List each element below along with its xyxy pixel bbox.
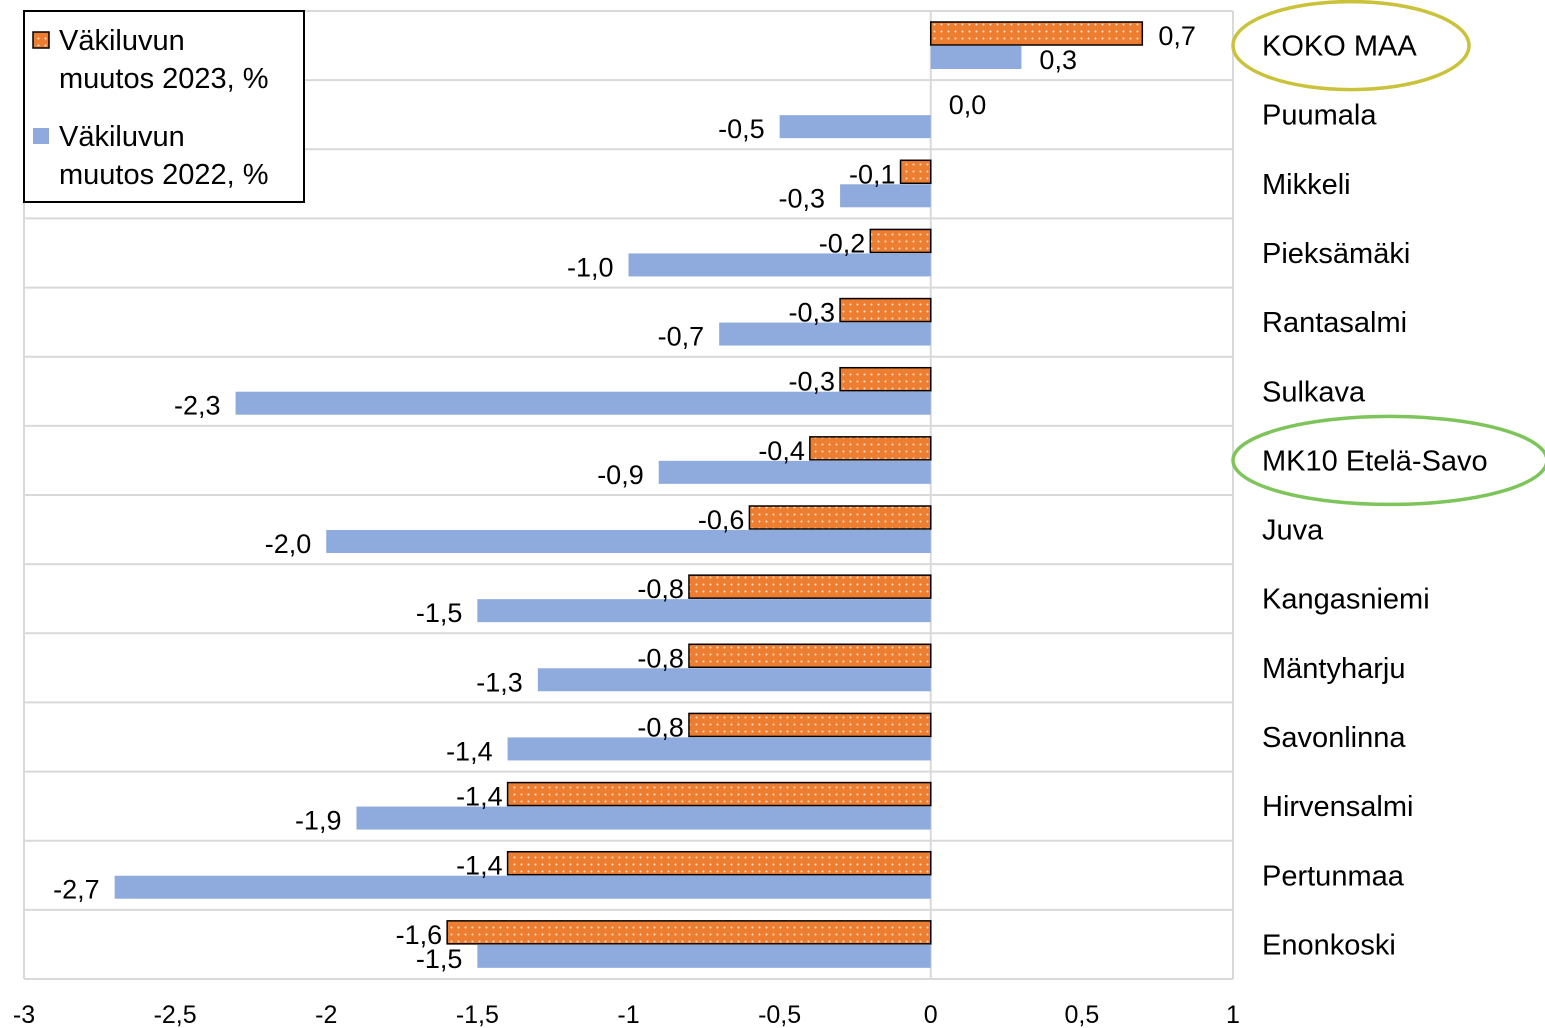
data-label-2022: -1,5 [416, 944, 463, 974]
bar-2022 [930, 46, 1022, 69]
x-tick-label: -0,5 [758, 1001, 801, 1028]
legend-swatch-2022 [33, 128, 49, 144]
legend: Väkiluvun muutos 2023, % Väkiluvun muuto… [23, 10, 305, 203]
bar-2023 [506, 850, 932, 876]
bar-2023 [446, 920, 932, 945]
legend-label-2023-line2: muutos 2023, % [59, 63, 269, 95]
x-tick-label: -3 [13, 1001, 35, 1028]
data-label-2023: -0,8 [637, 712, 684, 742]
x-tick-label: -2,5 [154, 1001, 197, 1028]
bar-2023 [688, 643, 932, 669]
bar-2023 [839, 297, 932, 323]
bar-2022 [507, 737, 931, 761]
bar-2023 [688, 712, 932, 738]
data-label-2022: -0,9 [597, 460, 644, 490]
category-label: Juva [1262, 515, 1324, 547]
data-label-2023: -0,8 [637, 643, 684, 673]
data-label-2023: 0,7 [1158, 21, 1196, 51]
data-labels: 0,7 0,3 0,0 -0,5 -0,1 -0,3 -0,2 -1,0 -0,3 -0,7 -0,… [53, 21, 1196, 974]
data-label-2022: -1,3 [476, 667, 523, 697]
bar-2022 [779, 115, 931, 139]
category-label: Rantasalmi [1262, 307, 1407, 339]
data-label-2023: -0,1 [849, 159, 896, 189]
data-label-2023: -0,6 [698, 505, 745, 535]
data-label-2022: -1,9 [295, 806, 342, 836]
legend-label-2022-line1: Väkiluvun [59, 121, 185, 153]
bar-2022 [658, 460, 931, 484]
bar-2022 [356, 806, 931, 830]
bar-2022 [719, 322, 931, 346]
bar-2023 [809, 436, 932, 461]
data-label-2023: -0,4 [758, 436, 805, 466]
bar-2023 [869, 228, 932, 254]
legend-label-2022-line2: muutos 2022, % [59, 159, 269, 191]
bar-2023 [839, 366, 932, 392]
x-tick-label: -2 [315, 1001, 337, 1028]
bars [114, 21, 1144, 968]
highlights [1231, 0, 1545, 507]
data-label-2022: -2,0 [265, 529, 312, 559]
data-label-2023: -0,3 [789, 298, 836, 328]
data-label-2022: -1,5 [416, 598, 463, 628]
bar-2022 [840, 184, 931, 208]
bar-2023 [748, 505, 932, 530]
category-labels: KOKO MAA Puumala Mikkeli Pieksämäki Rantasal… [1262, 31, 1488, 962]
x-tick-label: 0 [924, 1001, 938, 1028]
data-label-2023: -0,8 [637, 574, 684, 604]
data-label-2023: -0,2 [819, 228, 866, 258]
bar-2022 [326, 530, 931, 553]
data-label-2023: -0,3 [789, 367, 836, 397]
data-label-2022: 0,3 [1039, 45, 1077, 75]
x-tick-label: -1,5 [456, 1001, 499, 1028]
legend-swatch-2023 [32, 31, 50, 49]
category-label: Enonkoski [1262, 929, 1396, 961]
x-tick-label: 1 [1226, 1001, 1240, 1028]
data-label-2022: -2,3 [174, 391, 221, 421]
x-tick-label: 0,5 [1064, 1001, 1099, 1028]
data-label-2022: -1,4 [446, 736, 493, 766]
highlight-ellipse [1231, 414, 1545, 507]
bar-2023 [899, 159, 932, 185]
bar-2023 [930, 21, 1144, 46]
grid [23, 10, 1234, 980]
bar-2023 [688, 574, 932, 599]
data-label-2022: -0,5 [718, 114, 765, 144]
bar-2022 [628, 253, 931, 277]
data-label-2022: -2,7 [53, 875, 100, 905]
bar-2022 [477, 599, 931, 623]
category-label: Pertunmaa [1262, 860, 1405, 892]
category-label: Sulkava [1262, 376, 1366, 408]
x-axis: -3 -2,5 -2 -1,5 -1 -0,5 0 0,5 1 [13, 1001, 1240, 1028]
data-label-2022: -1,0 [567, 252, 614, 282]
legend-box [23, 10, 305, 203]
category-label: MK10 Etelä-Savo [1262, 445, 1488, 477]
data-label-2022: -0,7 [658, 322, 705, 352]
category-label: Hirvensalmi [1262, 791, 1413, 823]
data-label-2023: -1,4 [456, 851, 503, 881]
bar-2022 [235, 391, 931, 415]
bar-2022 [477, 944, 931, 968]
data-label-2023: -1,6 [396, 920, 443, 950]
category-label: Pieksämäki [1262, 238, 1410, 270]
category-label: Kangasniemi [1262, 584, 1430, 616]
x-tick-label: -1 [617, 1001, 639, 1028]
category-label: Mikkeli [1262, 169, 1351, 201]
data-label-2023: -1,4 [456, 782, 503, 812]
category-label: KOKO MAA [1262, 31, 1417, 63]
category-label: Puumala [1262, 100, 1377, 132]
category-label: Mäntyharju [1262, 653, 1405, 685]
bar-2022 [537, 668, 931, 692]
data-label-2022: -0,3 [779, 183, 826, 213]
category-label: Savonlinna [1262, 722, 1406, 754]
bar-2022 [114, 875, 931, 899]
highlight-ellipse [1231, 0, 1471, 92]
legend-label-2023-line1: Väkiluvun [59, 25, 185, 57]
bar-2023 [506, 781, 932, 807]
data-label-2023: 0,0 [949, 90, 987, 120]
